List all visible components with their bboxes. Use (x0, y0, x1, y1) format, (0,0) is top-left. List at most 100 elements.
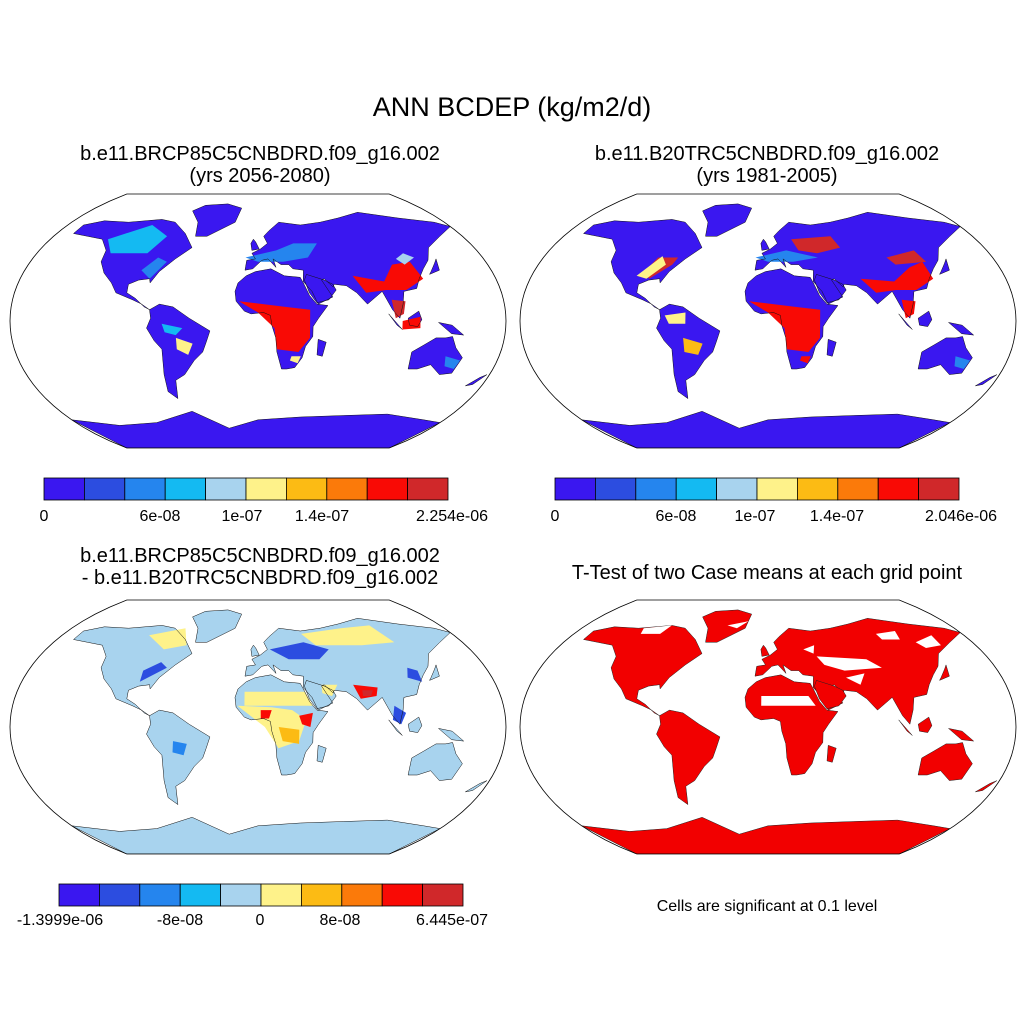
cb-difference-label-2: 0 (255, 912, 265, 929)
panel-control-title-line1: b.e11.B20TRC5CNBDRD.f09_g16.002 (594, 143, 940, 165)
coastline-antarctica (71, 411, 441, 448)
deposition-region-5 (391, 299, 406, 319)
coastline-antarctica (581, 411, 951, 448)
colorbar-box-2 (635, 477, 677, 501)
deposition-region-7 (395, 253, 414, 265)
deposition-region-9 (161, 323, 183, 336)
coastline-arabia (304, 680, 337, 709)
coastline-nz (975, 374, 998, 387)
coastline-borneo (917, 310, 933, 327)
colorbar-box-7 (326, 477, 368, 501)
coastline-japan (938, 258, 950, 275)
colorbar-box-1 (595, 477, 637, 501)
land-australia (408, 742, 463, 781)
coastline-uk (250, 644, 260, 657)
deposition-region-8 (664, 312, 686, 324)
deposition-region-1 (139, 662, 167, 682)
coastline-eurasia (244, 618, 451, 725)
insignificant-cells-5 (875, 631, 900, 640)
land-namerica (73, 219, 192, 310)
cb-difference-label-3: 8e-08 (319, 912, 361, 929)
colorbar-box-5 (260, 883, 302, 907)
deposition-region-0 (149, 628, 187, 650)
land-japan (938, 664, 950, 681)
deposition-region-3 (289, 356, 301, 364)
insignificant-cells-6 (846, 673, 865, 685)
land-eurasia (754, 618, 961, 725)
land-madagascar (827, 339, 837, 357)
panel-case-title-line2: (yrs 2056-2080) (189, 165, 331, 187)
panel-case-map (9, 193, 507, 449)
coastline-arabia (304, 274, 337, 303)
coastline-namerica (72, 625, 193, 716)
map-border (519, 599, 1017, 855)
coastline-sumatra (898, 313, 913, 330)
coastline-newguinea (437, 727, 465, 742)
panel-ttest-note: Cells are significant at 0.1 level (656, 898, 878, 915)
land-greenland (702, 203, 752, 237)
coastline-borneo (407, 310, 423, 327)
coastline-antarctica (71, 817, 441, 854)
land-arabia (814, 274, 847, 303)
colorbar-box-0 (554, 477, 596, 501)
land-uk (250, 645, 260, 657)
coastline-greenland (702, 203, 753, 237)
deposition-region-1 (636, 256, 666, 279)
coastline-samerica (146, 303, 211, 400)
colorbar-box-9 (407, 477, 449, 501)
insignificant-cells-4 (699, 811, 713, 818)
coastline-sumatra (388, 719, 403, 736)
coastline-nz (465, 374, 488, 387)
coastline-australia (407, 336, 463, 375)
figure-title: ANN BCDEP (kg/m2/d) (372, 92, 652, 122)
deposition-region-4 (407, 667, 423, 682)
coastline-nz (465, 780, 488, 793)
colorbar-box-6 (285, 477, 328, 501)
coastline-samerica (656, 303, 721, 400)
deposition-region-4 (860, 261, 934, 293)
insignificant-cells-7 (727, 621, 749, 629)
insignificant-cells-3 (915, 635, 941, 648)
coastline-uk (250, 238, 260, 251)
land-newguinea (438, 322, 464, 336)
colorbar-box-8 (366, 477, 409, 501)
land-newguinea (947, 727, 975, 742)
colorbar-box-0 (58, 883, 100, 907)
panel-difference-colorbar (58, 883, 464, 907)
land-nz (465, 374, 487, 386)
colorbar-box-2 (139, 883, 181, 907)
deposition-region-9 (299, 712, 313, 727)
map-border (519, 193, 1017, 449)
deposition-region-2 (748, 301, 821, 352)
coastline-eurasia (754, 212, 961, 319)
colorbar-box-5 (756, 477, 798, 501)
land-newguinea (948, 322, 974, 336)
map-border (9, 599, 507, 855)
deposition-region-0 (108, 225, 168, 254)
deposition-region-8 (175, 337, 193, 355)
colorbar-box-7 (837, 477, 879, 501)
land-arabia (814, 680, 847, 709)
deposition-region-10 (954, 356, 970, 369)
land-sumatra (898, 719, 913, 736)
cb-difference-label-4: 6.445e-07 (415, 912, 489, 929)
land-madagascar (317, 745, 327, 763)
panel-difference-title-line2: - b.e11.B20TRC5CNBDRD.f09_g16.002 (81, 567, 439, 589)
land-samerica (146, 710, 210, 805)
land-uk (250, 239, 260, 251)
panel-difference-map (9, 599, 507, 855)
insignificant-cells-8 (803, 645, 815, 654)
colorbar-box-9 (422, 883, 464, 907)
deposition-region-4 (352, 261, 424, 293)
insignificant-cells-2 (640, 625, 672, 634)
coastline-sumatra (388, 313, 403, 330)
coastline-uk (760, 238, 770, 251)
deposition-region-13 (172, 741, 187, 756)
deposition-region-11 (755, 250, 818, 262)
colorbar-box-6 (796, 477, 839, 501)
panel-case-title-line1: b.e11.BRCP85C5CNBDRD.f09_g16.002 (80, 143, 440, 165)
colorbar-box-6 (300, 883, 343, 907)
coastline-borneo (407, 716, 423, 733)
cb-control-label-1: 6e-08 (655, 508, 697, 525)
colorbar-box-3 (675, 477, 717, 501)
